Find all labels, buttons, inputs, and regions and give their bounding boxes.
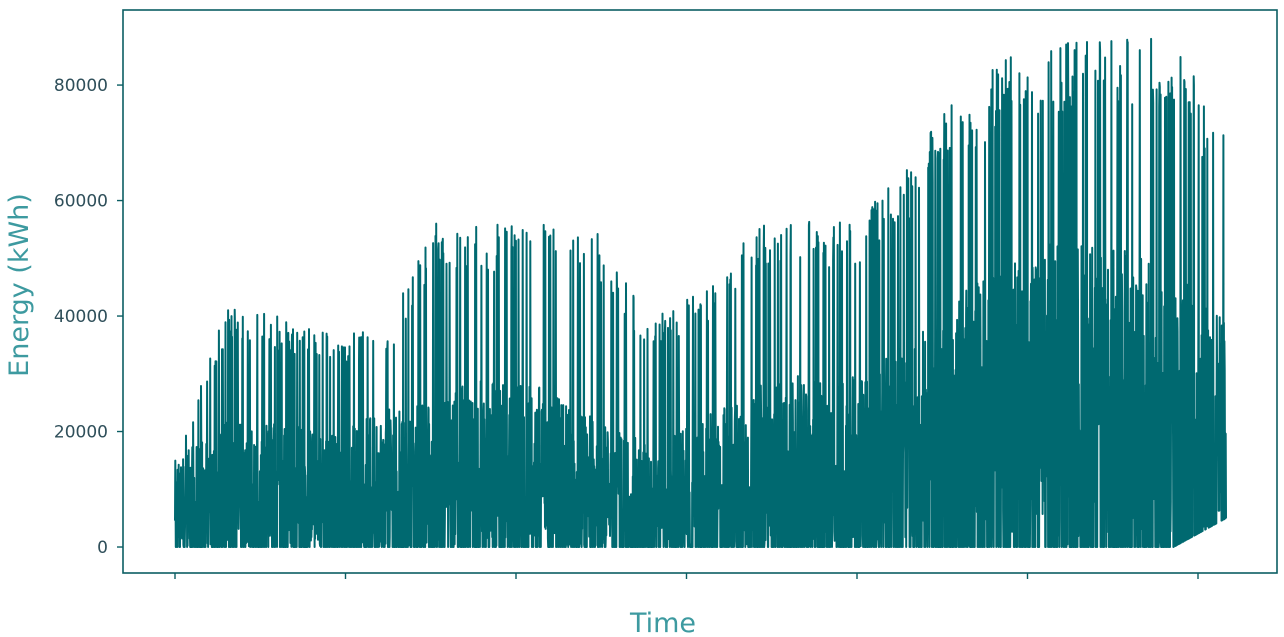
y-axis-ticks: 0 20000 40000 60000 80000: [54, 76, 123, 558]
y-tick-label: 40000: [54, 307, 108, 327]
y-tick-label: 0: [97, 538, 108, 558]
y-tick-label: 20000: [54, 423, 108, 443]
series-layer: [174, 37, 1227, 548]
y-tick-label: 60000: [54, 192, 108, 212]
y-axis-title: Energy (kWh): [4, 193, 35, 377]
x-axis-title: Time: [629, 608, 696, 637]
y-tick-label: 80000: [54, 76, 108, 96]
energy-series-line: [174, 37, 1227, 548]
x-axis-ticks: [174, 573, 1199, 579]
